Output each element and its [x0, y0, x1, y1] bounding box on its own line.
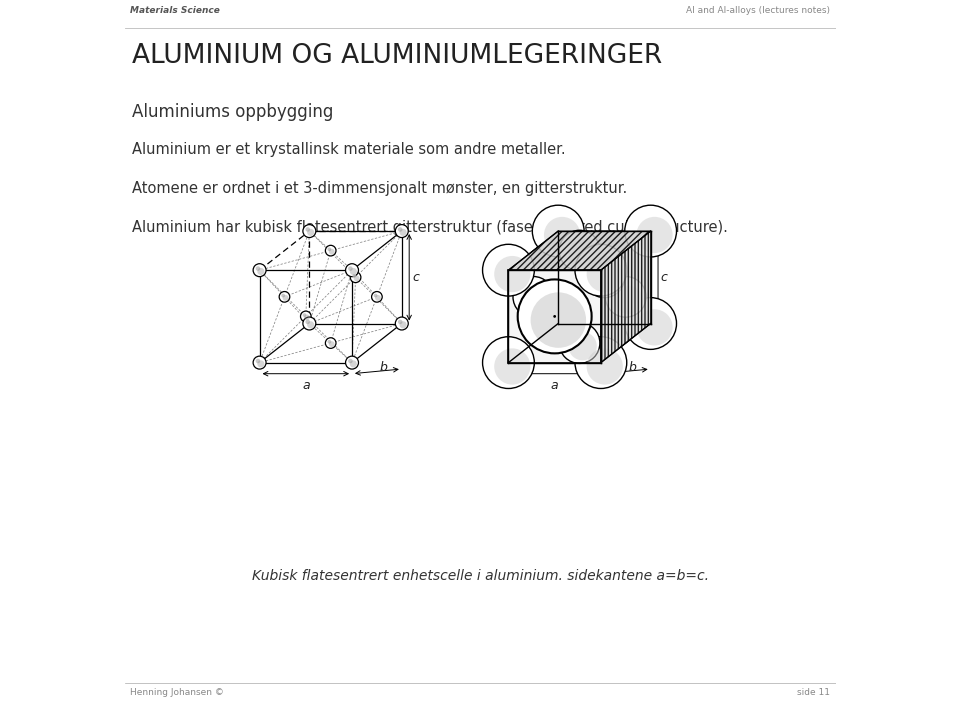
Text: side 11: side 11: [797, 688, 829, 697]
Text: c: c: [412, 271, 419, 284]
Circle shape: [399, 321, 407, 328]
Circle shape: [568, 240, 597, 268]
Circle shape: [282, 295, 288, 301]
Circle shape: [255, 267, 260, 271]
Text: Kubisk flatesentrert enhetscelle i aluminium. sidekantene a=b=c.: Kubisk flatesentrert enhetscelle i alumi…: [252, 569, 708, 583]
Circle shape: [346, 264, 358, 277]
Circle shape: [303, 317, 316, 330]
Circle shape: [587, 348, 623, 385]
Text: Aluminiums oppbygging: Aluminiums oppbygging: [132, 103, 333, 121]
Circle shape: [253, 264, 266, 277]
Circle shape: [483, 337, 535, 388]
Circle shape: [397, 320, 402, 324]
Text: c: c: [660, 271, 668, 284]
Circle shape: [257, 360, 264, 368]
Text: a: a: [302, 379, 310, 392]
Text: ALUMINIUM OG ALUMINIUMLEGERINGER: ALUMINIUM OG ALUMINIUMLEGERINGER: [132, 43, 661, 69]
Circle shape: [483, 245, 535, 296]
Circle shape: [349, 360, 357, 368]
Circle shape: [396, 317, 408, 330]
Circle shape: [531, 292, 587, 348]
Circle shape: [303, 225, 316, 237]
Circle shape: [279, 292, 290, 302]
Circle shape: [625, 205, 677, 257]
Circle shape: [353, 275, 360, 282]
Circle shape: [553, 315, 556, 318]
Circle shape: [494, 256, 531, 292]
Polygon shape: [509, 270, 601, 363]
Circle shape: [372, 292, 382, 302]
Circle shape: [253, 356, 266, 369]
Circle shape: [636, 309, 673, 346]
Circle shape: [352, 274, 356, 278]
Circle shape: [522, 286, 551, 314]
Circle shape: [584, 257, 625, 298]
Text: b: b: [379, 360, 387, 374]
Circle shape: [636, 217, 673, 253]
Circle shape: [533, 298, 584, 349]
Circle shape: [300, 311, 311, 321]
Circle shape: [348, 267, 352, 271]
Circle shape: [349, 268, 357, 275]
Text: Henning Johansen ©: Henning Johansen ©: [131, 688, 224, 697]
Circle shape: [517, 279, 591, 353]
Circle shape: [396, 225, 408, 237]
Circle shape: [327, 247, 331, 251]
Circle shape: [329, 341, 335, 347]
Circle shape: [560, 230, 600, 271]
Circle shape: [304, 314, 310, 321]
Polygon shape: [601, 231, 651, 363]
Circle shape: [325, 338, 336, 348]
Circle shape: [587, 256, 623, 292]
Circle shape: [375, 295, 381, 301]
Text: Atomene er ordnet i et 3-dimmensjonalt mønster, en gitterstruktur.: Atomene er ordnet i et 3-dimmensjonalt m…: [132, 181, 627, 196]
Circle shape: [544, 217, 580, 253]
Circle shape: [302, 314, 306, 317]
Circle shape: [329, 249, 335, 255]
Circle shape: [348, 359, 352, 363]
Circle shape: [397, 228, 402, 232]
Text: Materials Science: Materials Science: [131, 6, 220, 15]
Circle shape: [494, 348, 531, 385]
Circle shape: [533, 205, 584, 257]
Text: Al and Al-alloys (lectures notes): Al and Al-alloys (lectures notes): [685, 6, 829, 15]
Polygon shape: [601, 231, 651, 363]
Circle shape: [305, 320, 310, 324]
Circle shape: [350, 272, 361, 282]
Polygon shape: [509, 231, 651, 270]
Circle shape: [307, 229, 314, 236]
Text: Aluminium er et krystallinsk materiale som andre metaller.: Aluminium er et krystallinsk materiale s…: [132, 142, 565, 157]
Circle shape: [606, 277, 646, 317]
Circle shape: [560, 323, 600, 363]
Circle shape: [307, 321, 314, 328]
Circle shape: [513, 277, 554, 317]
Circle shape: [575, 337, 627, 388]
Text: Aluminium har kubisk flatesentrert gitterstruktur (fase centered cubic structure: Aluminium har kubisk flatesentrert gitte…: [132, 220, 728, 235]
Circle shape: [305, 228, 310, 232]
Circle shape: [257, 268, 264, 275]
Circle shape: [614, 286, 643, 314]
Circle shape: [281, 294, 285, 297]
Text: b: b: [628, 360, 636, 374]
Circle shape: [325, 245, 336, 256]
Polygon shape: [509, 231, 651, 270]
Circle shape: [593, 266, 622, 294]
Circle shape: [255, 359, 260, 363]
Circle shape: [346, 356, 358, 369]
Circle shape: [544, 309, 580, 346]
Circle shape: [568, 332, 597, 360]
Circle shape: [625, 298, 677, 349]
Circle shape: [373, 294, 377, 297]
Circle shape: [575, 245, 627, 296]
Circle shape: [399, 229, 407, 236]
Text: a: a: [551, 379, 559, 392]
Circle shape: [327, 340, 331, 343]
